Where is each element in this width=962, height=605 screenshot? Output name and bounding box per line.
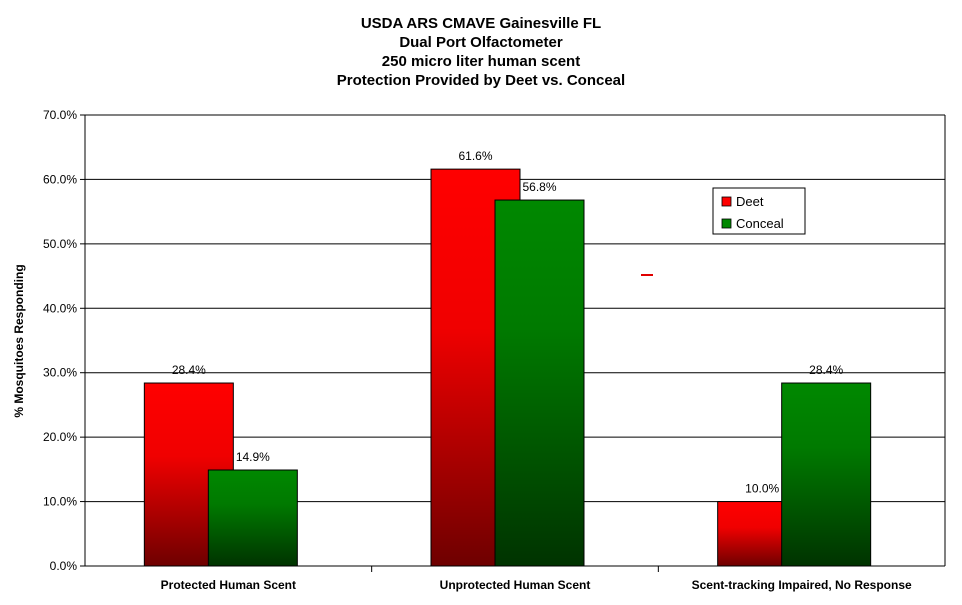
title-line-1: USDA ARS CMAVE Gainesville FL (360, 15, 602, 32)
title-line-2: Dual Port Olfactometer (399, 34, 563, 51)
legend-label-deet: Deet (736, 194, 764, 209)
legend-swatch-conceal (721, 218, 732, 229)
axes: 0.0% 10.0% 20.0% 30.0% 40.0% 50.0% 60.0% 70.0% P… (43, 108, 946, 592)
data-labels: 28.4% 14.9% 61.6% 56.8% 10.0% 28.4% (172, 149, 844, 495)
x-category-label: Scent-tracking Impaired, No Response (692, 578, 912, 592)
bars (143, 168, 872, 567)
y-tick-label: 0.0% (50, 559, 78, 573)
title-line-3: 250 micro liter human scent (381, 53, 581, 70)
y-tick-label: 60.0% (43, 172, 77, 186)
y-tick-label: 10.0% (43, 495, 77, 509)
x-category-label: Unprotected Human Scent (440, 578, 591, 592)
data-label-deet: 28.4% (172, 363, 206, 377)
legend: Deet Conceal (712, 187, 806, 235)
stray-mark (641, 274, 653, 276)
chart-title: USDA ARS CMAVE Gainesville FL Dual Port … (0, 14, 962, 90)
data-label-deet: 10.0% (745, 482, 779, 496)
data-label-conceal: 28.4% (809, 363, 843, 377)
y-tick-label: 70.0% (43, 108, 77, 122)
data-label-conceal: 56.8% (522, 180, 556, 194)
data-label-conceal: 14.9% (236, 450, 270, 464)
bar-conceal (494, 199, 585, 567)
data-label-deet: 61.6% (458, 149, 492, 163)
bar-conceal (207, 469, 298, 567)
x-category-label: Protected Human Scent (161, 578, 296, 592)
title-line-4: Protection Provided by Deet vs. Conceal (336, 72, 626, 89)
bar-conceal (781, 382, 872, 567)
legend-label-conceal: Conceal (736, 216, 784, 231)
y-tick-label: 40.0% (43, 301, 77, 315)
y-tick-label: 50.0% (43, 237, 77, 251)
y-tick-label: 30.0% (43, 366, 77, 380)
y-tick-label: 20.0% (43, 430, 77, 444)
legend-swatch-deet (721, 196, 732, 207)
y-axis-label: % Mosquitoes Responding (12, 264, 26, 417)
